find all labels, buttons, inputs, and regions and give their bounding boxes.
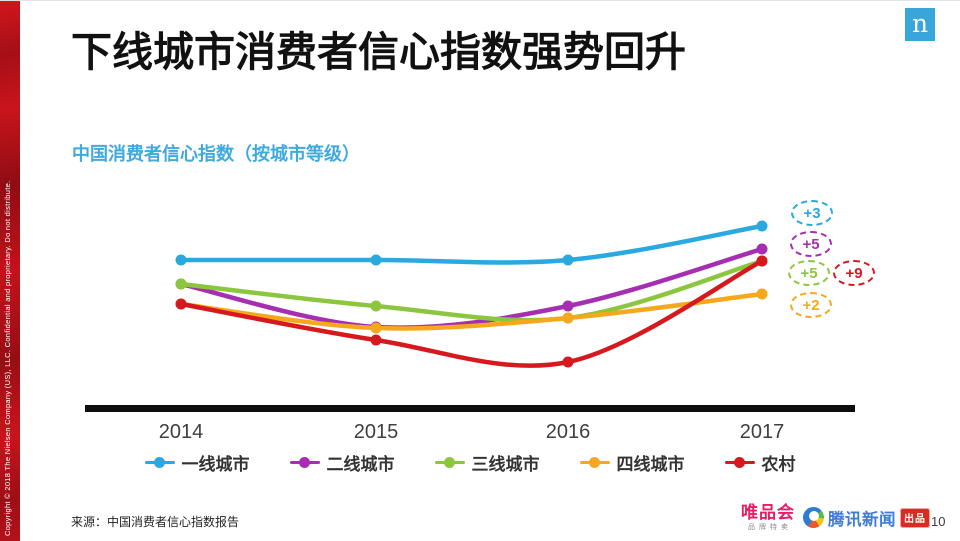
data-point-一线城市 [756,220,768,232]
data-point-农村 [756,255,768,267]
vipshop-tagline: 品牌特卖 [748,524,792,531]
legend-item-二线城市: 二线城市 [289,450,395,475]
data-point-三线城市 [370,300,382,312]
data-point-一线城市 [562,254,574,266]
data-point-二线城市 [562,300,574,312]
tencent-news-name: 腾讯新闻 [828,510,896,529]
legend-marker-icon [724,456,755,468]
data-point-四线城市 [370,322,382,334]
data-point-农村 [370,334,382,346]
chart-subtitle: 中国消费者信心指数（按城市等级） [72,144,360,164]
red-ribbon: Copyright © 2018 The Nielsen Company (US… [0,1,20,541]
legend-marker-icon [289,456,320,468]
nielsen-logo-letter: n [911,9,929,38]
x-axis-label-2016: 2016 [546,421,591,443]
legend-label: 一线城市 [181,454,250,474]
delta-badge-+9: +9 [833,260,875,286]
x-axis-bar [85,405,855,412]
legend-item-四线城市: 四线城市 [579,450,685,475]
x-axis-label-2014: 2014 [159,421,204,443]
series-line-三线城市 [178,258,765,323]
slide-title: 下线城市消费者信心指数强势回升 [71,29,686,75]
vipshop-logo: 唯品会 品牌特卖 [741,504,795,531]
legend-label: 三线城市 [471,454,540,474]
delta-badge-+5: +5 [788,260,830,286]
legend-marker-icon [579,456,610,468]
data-point-农村 [562,356,574,368]
delta-badge-+3: +3 [791,200,833,226]
legend-marker-icon [434,456,465,468]
legend-label: 二线城市 [326,454,395,474]
tencent-news-logo: 腾讯新闻 出品 [803,506,930,530]
page-number: 10 [931,514,946,529]
data-point-四线城市 [756,288,768,300]
tencent-chupin-badge: 出品 [900,507,930,528]
data-point-三线城市 [175,278,187,290]
data-point-农村 [175,298,187,310]
legend-marker-icon [144,456,175,468]
source-note: 来源：中国消费者信心指数报告 [71,515,240,529]
data-point-四线城市 [562,312,574,324]
chart-legend: 一线城市 二线城市 三线城市 四线城市 农村 [85,449,855,475]
x-axis-label-2017: 2017 [740,421,785,443]
delta-badge-+5: +5 [790,231,832,257]
delta-badge-+2: +2 [790,292,832,318]
legend-item-农村: 农村 [724,450,796,475]
legend-item-三线城市: 三线城市 [434,450,540,475]
data-point-一线城市 [175,254,187,266]
footer-logos: 唯品会 品牌特卖 腾讯新闻 出品 [741,504,930,531]
legend-item-一线城市: 一线城市 [144,450,250,475]
tencent-news-icon [803,507,824,528]
data-point-二线城市 [756,243,768,255]
data-point-一线城市 [370,254,382,266]
legend-label: 四线城市 [616,454,685,474]
legend-label: 农村 [761,454,796,474]
nielsen-logo: n [905,8,935,41]
x-axis-label-2015: 2015 [354,421,399,443]
series-line-四线城市 [178,291,765,331]
series-line-农村 [178,258,765,368]
vipshop-name: 唯品会 [741,503,795,522]
series-line-一线城市 [178,223,765,265]
series-line-二线城市 [178,246,765,330]
